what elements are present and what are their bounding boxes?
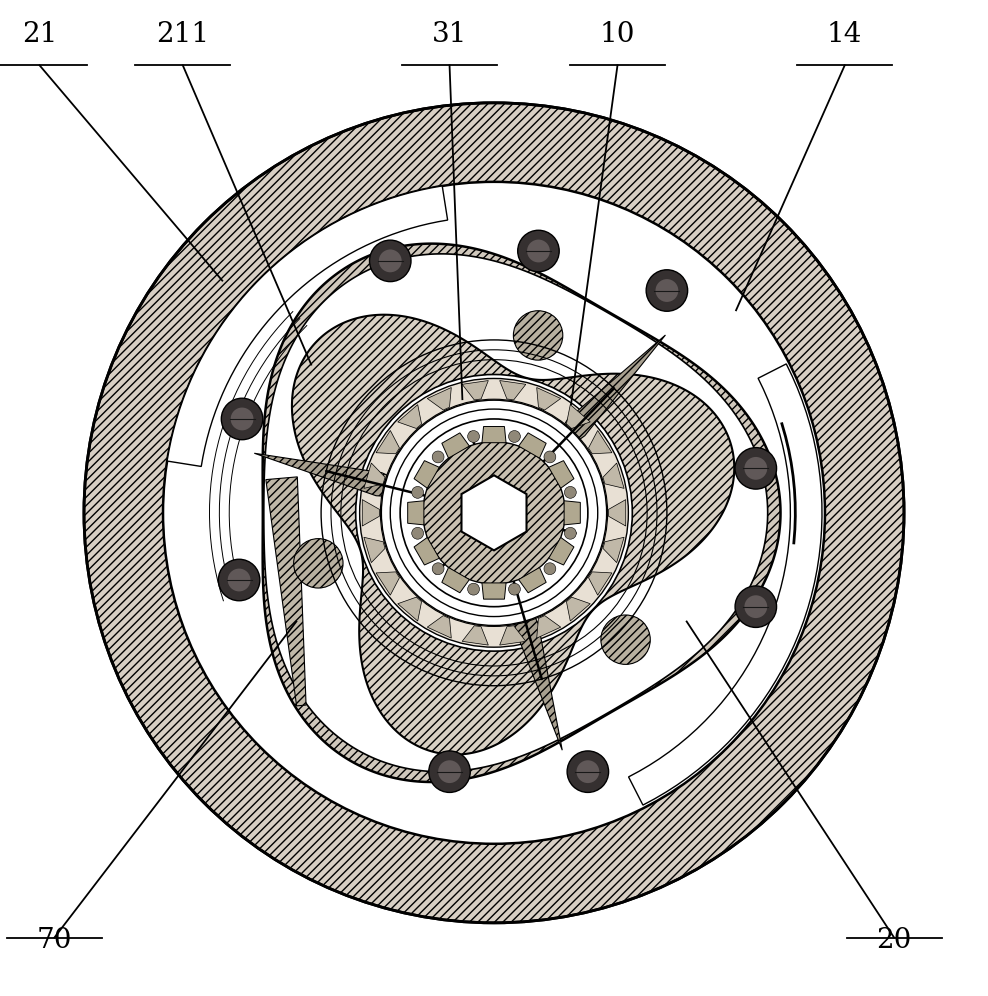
Circle shape: [544, 451, 556, 463]
Circle shape: [293, 539, 343, 588]
Circle shape: [527, 240, 550, 262]
Circle shape: [218, 560, 260, 601]
Circle shape: [655, 279, 679, 302]
Circle shape: [221, 398, 263, 439]
Circle shape: [163, 182, 825, 844]
Circle shape: [429, 751, 470, 793]
Polygon shape: [519, 568, 546, 593]
Polygon shape: [603, 463, 624, 488]
Circle shape: [467, 584, 479, 595]
Polygon shape: [264, 254, 768, 772]
Circle shape: [735, 447, 777, 489]
Text: 14: 14: [827, 22, 863, 49]
Polygon shape: [427, 616, 452, 638]
Polygon shape: [500, 625, 526, 645]
Circle shape: [412, 527, 424, 539]
Polygon shape: [266, 477, 306, 706]
Polygon shape: [462, 380, 488, 400]
Polygon shape: [509, 565, 562, 750]
Polygon shape: [414, 538, 440, 565]
Circle shape: [432, 451, 444, 463]
Polygon shape: [566, 404, 590, 428]
Circle shape: [518, 230, 559, 272]
Polygon shape: [398, 598, 422, 622]
Circle shape: [378, 249, 402, 272]
Polygon shape: [408, 501, 424, 525]
Circle shape: [438, 760, 461, 783]
Polygon shape: [589, 572, 612, 596]
Circle shape: [564, 486, 576, 498]
Circle shape: [227, 569, 251, 592]
Polygon shape: [364, 537, 385, 563]
Circle shape: [467, 430, 479, 442]
Circle shape: [576, 760, 600, 783]
Circle shape: [84, 103, 904, 923]
Text: 70: 70: [37, 927, 72, 954]
Polygon shape: [548, 460, 574, 488]
Circle shape: [564, 527, 576, 539]
Polygon shape: [609, 500, 625, 526]
Polygon shape: [500, 380, 526, 400]
Polygon shape: [427, 387, 452, 410]
Polygon shape: [376, 430, 399, 454]
Polygon shape: [291, 315, 734, 755]
Polygon shape: [482, 426, 506, 442]
Text: 211: 211: [156, 22, 209, 49]
Text: 20: 20: [876, 927, 912, 954]
Polygon shape: [519, 433, 546, 458]
Polygon shape: [603, 537, 624, 563]
Circle shape: [432, 563, 444, 575]
Circle shape: [567, 751, 609, 793]
Circle shape: [735, 586, 777, 627]
Circle shape: [509, 584, 521, 595]
Polygon shape: [263, 244, 781, 782]
Polygon shape: [442, 433, 469, 458]
Text: 21: 21: [22, 22, 57, 49]
Circle shape: [509, 430, 521, 442]
Polygon shape: [398, 404, 422, 428]
Polygon shape: [566, 598, 590, 622]
Circle shape: [412, 486, 424, 498]
Circle shape: [601, 615, 650, 664]
Polygon shape: [589, 430, 612, 454]
Circle shape: [646, 270, 688, 312]
Text: 31: 31: [432, 22, 467, 49]
Polygon shape: [376, 572, 399, 596]
Polygon shape: [628, 364, 822, 805]
Circle shape: [423, 441, 565, 584]
Circle shape: [360, 378, 628, 647]
Text: 10: 10: [600, 22, 635, 49]
Circle shape: [381, 400, 607, 625]
Polygon shape: [414, 460, 440, 488]
Polygon shape: [482, 583, 506, 600]
Polygon shape: [442, 568, 469, 593]
Polygon shape: [462, 625, 488, 645]
Polygon shape: [536, 387, 561, 410]
Polygon shape: [461, 475, 527, 551]
Polygon shape: [536, 616, 561, 638]
Circle shape: [514, 311, 563, 361]
Polygon shape: [363, 500, 379, 526]
Polygon shape: [364, 463, 385, 488]
Circle shape: [744, 596, 768, 619]
Polygon shape: [548, 538, 574, 565]
Polygon shape: [254, 453, 442, 500]
Circle shape: [356, 374, 632, 651]
Circle shape: [744, 457, 768, 480]
Circle shape: [230, 407, 254, 430]
Circle shape: [544, 563, 556, 575]
Polygon shape: [167, 186, 448, 466]
Polygon shape: [564, 501, 580, 525]
Circle shape: [370, 240, 411, 282]
Polygon shape: [532, 335, 666, 474]
